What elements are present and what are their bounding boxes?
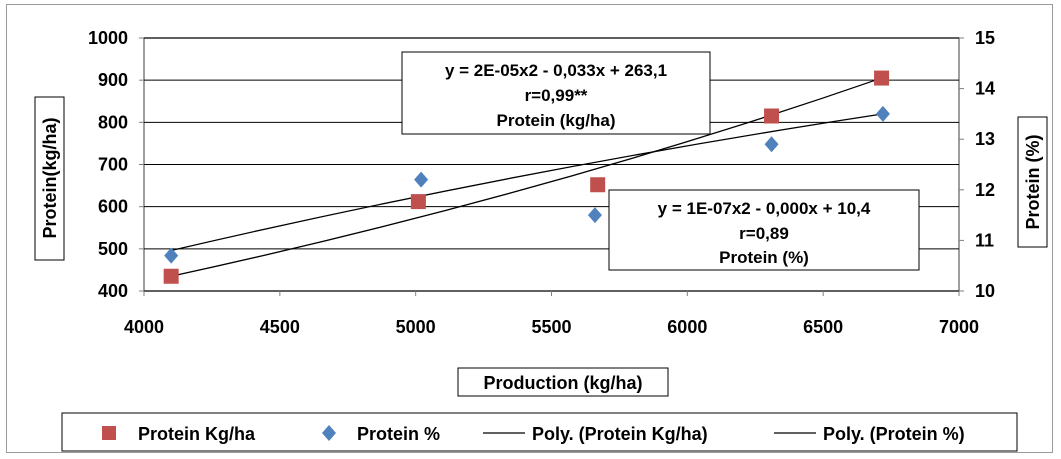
- x-axis-ticks: 4000 4500 5000 5500 6000 6500 7000: [124, 291, 979, 337]
- legend-label-protein-kg: Protein Kg/ha: [138, 424, 256, 444]
- y2-axis-label: Protein (%): [1023, 134, 1043, 229]
- annotation-2-line-2: r=0,89: [739, 224, 789, 243]
- point-protein-kg-0: [163, 268, 179, 284]
- trendlines: [171, 77, 884, 277]
- y-tick-label-1: 500: [98, 239, 128, 259]
- y-axis-title: Protein(kg/ha): [34, 96, 65, 261]
- x-tick-label-0: 4000: [124, 317, 164, 337]
- x-tick-label-5: 6500: [803, 317, 843, 337]
- trendline-1: [171, 113, 884, 252]
- annotation-1-line-1: y = 2E-05x2 - 0,033x + 263,1: [445, 61, 667, 80]
- y2-tick-label-0: 10: [975, 281, 995, 301]
- legend-label-protein-pct: Protein %: [357, 424, 440, 444]
- point-protein-kg-1: [410, 194, 426, 210]
- legend: Protein Kg/ha Protein % Poly. (Protein K…: [61, 412, 1018, 452]
- point-protein-pct-0: [164, 247, 179, 264]
- y-axis-label: Protein(kg/ha): [40, 117, 60, 238]
- x-tick-label-4: 6000: [667, 317, 707, 337]
- y2-axis-title: Protein (%): [1017, 116, 1048, 248]
- y2-tick-label-2: 12: [975, 180, 995, 200]
- point-protein-kg-3: [764, 108, 780, 124]
- x-axis-label: Production (kg/ha): [484, 373, 643, 393]
- data-points: [163, 70, 890, 284]
- legend-marker-square: [102, 426, 116, 440]
- y-axis-ticks: 400 500 600 700 800 900 1000: [88, 28, 144, 301]
- y-tick-label-3: 700: [98, 155, 128, 175]
- point-protein-kg-4: [874, 70, 890, 86]
- point-protein-kg-2: [590, 177, 606, 193]
- point-protein-pct-1: [414, 171, 429, 188]
- annotation-2-line-1: y = 1E-07x2 - 0,000x + 10,4: [658, 199, 871, 218]
- x-tick-label-2: 5000: [396, 317, 436, 337]
- y-tick-label-2: 600: [98, 197, 128, 217]
- trendline-0: [171, 77, 882, 277]
- y-tick-label-4: 800: [98, 112, 128, 132]
- x-tick-label-1: 4500: [260, 317, 300, 337]
- point-protein-pct-2: [587, 207, 602, 224]
- y2-tick-label-1: 11: [975, 230, 994, 250]
- x-tick-label-3: 5500: [531, 317, 571, 337]
- y2-tick-label-3: 13: [975, 129, 995, 149]
- legend-marker-diamond: [322, 425, 336, 441]
- x-axis-title: Production (kg/ha): [457, 367, 669, 397]
- y-tick-label-5: 900: [98, 70, 128, 90]
- point-protein-pct-4: [875, 105, 890, 122]
- annotation-1-line-2: r=0,99**: [525, 86, 588, 105]
- y2-axis-ticks: 10 11 12 13 14 15: [959, 28, 995, 301]
- annotation-2-line-3: Protein (%): [719, 248, 809, 267]
- y2-tick-label-5: 15: [975, 28, 995, 48]
- annotation-protein-pct: y = 1E-07x2 - 0,000x + 10,4 r=0,89 Prote…: [608, 189, 920, 271]
- y2-tick-label-4: 14: [975, 79, 995, 99]
- legend-label-poly-pct: Poly. (Protein %): [823, 424, 965, 444]
- annotation-1-line-3: Protein (kg/ha): [496, 111, 615, 130]
- point-protein-pct-3: [764, 136, 779, 153]
- x-tick-label-6: 7000: [939, 317, 979, 337]
- y-tick-label-0: 400: [98, 281, 128, 301]
- legend-label-poly-kg: Poly. (Protein Kg/ha): [532, 424, 708, 444]
- annotation-protein-kg: y = 2E-05x2 - 0,033x + 263,1 r=0,99** Pr…: [401, 51, 711, 135]
- y-tick-label-6: 1000: [88, 28, 128, 48]
